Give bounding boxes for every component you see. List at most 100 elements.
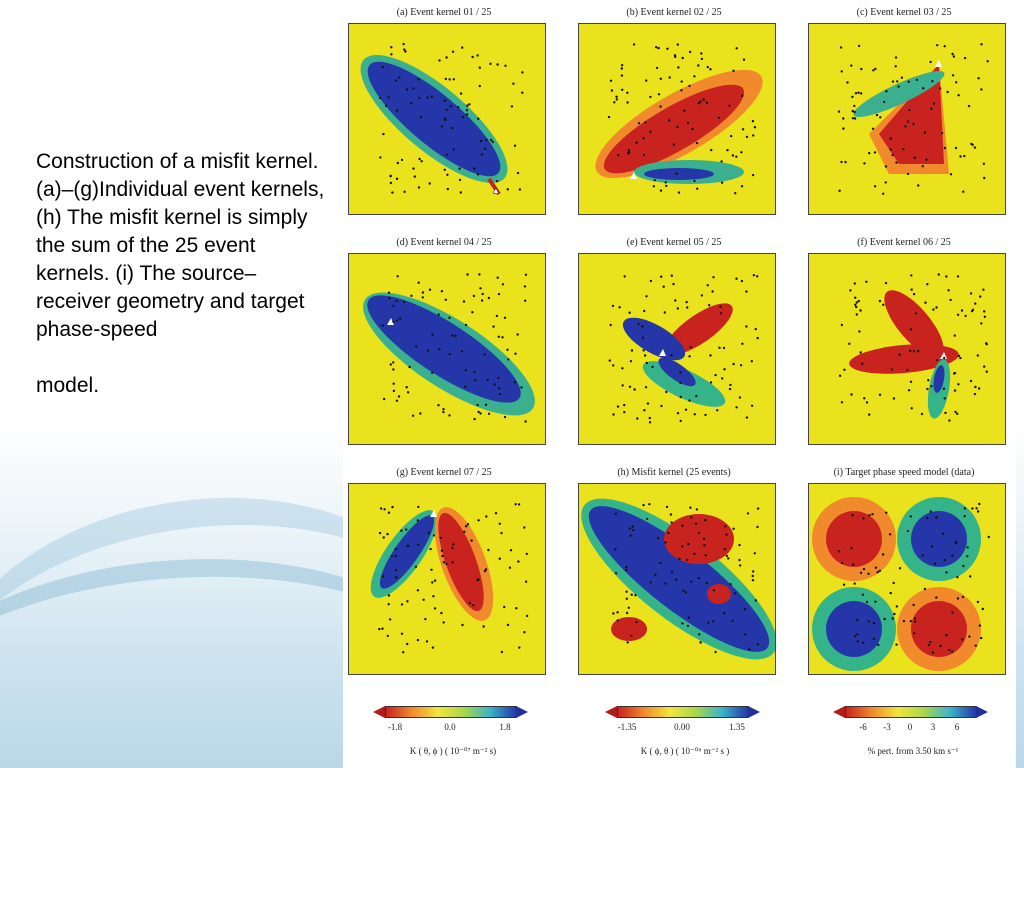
- station-dot: [705, 101, 708, 104]
- station-dot: [930, 107, 933, 110]
- station-dot: [912, 603, 915, 607]
- station-dot: [947, 289, 950, 292]
- station-dot: [680, 80, 683, 83]
- station-dot: [513, 144, 517, 147]
- station-dot: [738, 564, 742, 567]
- station-dot: [982, 288, 985, 291]
- station-dot: [709, 354, 712, 357]
- station-dot: [946, 90, 949, 94]
- station-dot: [630, 593, 633, 596]
- station-dot: [523, 526, 526, 529]
- panel-title-f: (f) Event kernel 06 / 25: [857, 237, 951, 248]
- station-dot: [842, 117, 845, 120]
- station-dot: [406, 391, 410, 394]
- station-dot: [681, 545, 684, 548]
- station-dot: [943, 397, 946, 400]
- station-dot: [711, 290, 714, 293]
- station-dot: [432, 595, 435, 598]
- station-dot: [506, 623, 510, 627]
- station-dot: [983, 365, 986, 368]
- panel-title-i: (i) Target phase speed model (data): [833, 467, 975, 478]
- station-dot: [518, 188, 522, 191]
- station-dot: [857, 91, 860, 95]
- station-dot: [381, 324, 384, 327]
- station-dot: [943, 45, 946, 48]
- station-dot: [382, 536, 385, 539]
- station-dot: [520, 386, 523, 389]
- station-dot: [945, 275, 948, 278]
- station-dot: [381, 66, 384, 69]
- station-dot: [876, 571, 879, 574]
- station-dot: [466, 104, 469, 107]
- station-dot: [857, 299, 860, 303]
- station-dot: [720, 181, 724, 184]
- station-dot: [670, 570, 674, 573]
- station-dot: [431, 581, 434, 584]
- station-dot: [980, 43, 983, 46]
- station-dot: [493, 383, 496, 386]
- station-dot: [849, 289, 852, 292]
- station-dot: [405, 88, 409, 91]
- station-dot: [927, 643, 931, 647]
- station-dot: [675, 578, 678, 581]
- phase-speed-map-i: [812, 497, 990, 671]
- station-dot: [442, 410, 445, 414]
- station-dot: [874, 67, 877, 71]
- station-dot: [496, 63, 499, 66]
- station-dot: [739, 364, 743, 367]
- station-dot: [642, 349, 645, 352]
- station-dot: [413, 175, 416, 178]
- station-dot: [670, 274, 673, 277]
- station-dot: [442, 561, 446, 564]
- station-dot: [418, 157, 421, 161]
- station-dot: [741, 128, 745, 131]
- station-dot: [872, 621, 876, 625]
- station-dot: [902, 147, 905, 151]
- station-dot: [507, 358, 510, 361]
- station-dot: [668, 76, 671, 79]
- station-dot: [503, 415, 507, 419]
- station-dot: [414, 565, 418, 568]
- station-dot: [699, 641, 702, 644]
- station-dot: [621, 88, 624, 92]
- station-dot: [874, 600, 877, 603]
- station-dot: [444, 298, 447, 301]
- station-dot: [959, 155, 962, 158]
- station-dot: [480, 153, 484, 156]
- colorbar-b: -1.35 0.00 1.35 K ( ϕ, θ ) ( 10⁻⁰⁶ m⁻² s…: [605, 706, 765, 766]
- station-dot: [926, 516, 929, 520]
- station-dot: [472, 604, 475, 607]
- station-dot: [612, 364, 615, 367]
- station-dot: [909, 349, 912, 352]
- station-dot: [400, 158, 404, 162]
- station-dot: [873, 185, 877, 188]
- station-dot: [728, 104, 731, 108]
- station-dot: [898, 567, 902, 570]
- station-dot: [694, 522, 698, 525]
- station-dot: [708, 304, 711, 307]
- station-dot: [726, 149, 729, 152]
- station-dot: [410, 101, 413, 105]
- colorbar-c: -6 -3 0 3 6 % pert. from 3.50 km s⁻¹: [833, 706, 993, 766]
- colorbar-unit: K ( θ, ϕ ) ( 10⁻⁰⁷ m⁻² s): [409, 746, 497, 756]
- station-dot: [731, 154, 735, 157]
- station-dot: [888, 533, 892, 536]
- station-dot: [613, 101, 616, 104]
- station-dot: [452, 148, 455, 151]
- station-dot: [398, 317, 402, 320]
- station-dot: [403, 48, 406, 51]
- station-dot: [521, 91, 524, 94]
- station-dot: [458, 178, 462, 182]
- station-dot: [631, 525, 635, 528]
- station-dot: [935, 516, 938, 519]
- station-dot: [926, 387, 929, 391]
- station-dot: [727, 557, 730, 560]
- station-dot: [697, 577, 700, 580]
- station-dot: [705, 581, 708, 585]
- station-dot: [445, 56, 448, 59]
- station-dot: [523, 285, 527, 288]
- station-dot: [406, 600, 409, 603]
- station-dot: [706, 284, 709, 287]
- station-dot: [664, 541, 667, 544]
- station-dot: [623, 275, 626, 278]
